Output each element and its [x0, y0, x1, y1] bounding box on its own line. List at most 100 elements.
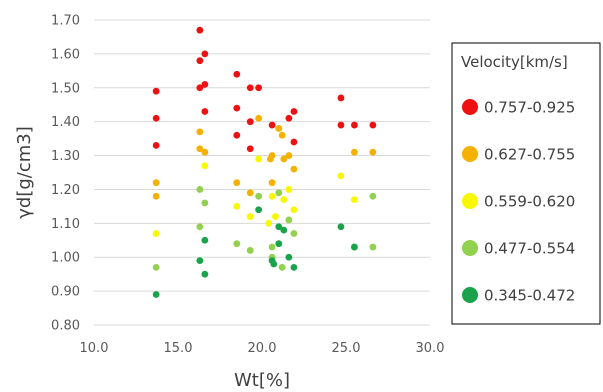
data-point [233, 179, 241, 187]
data-point [246, 145, 254, 153]
data-point [280, 196, 288, 204]
legend-marker [462, 287, 478, 303]
y-tick-label: 1.00 [51, 251, 80, 266]
y-tick-label: 1.40 [51, 115, 80, 130]
legend-marker [462, 193, 478, 209]
data-point [285, 152, 293, 159]
data-point [201, 108, 209, 115]
data-point [337, 121, 345, 129]
data-point [201, 148, 209, 156]
data-point [290, 230, 298, 237]
data-point [268, 179, 276, 187]
data-point [196, 257, 204, 265]
data-point [246, 247, 254, 254]
y-tick-label: 1.60 [51, 47, 80, 62]
data-point [196, 186, 204, 193]
data-point [275, 240, 283, 248]
data-point [278, 263, 286, 271]
data-point [351, 148, 358, 156]
y-tick-label: 1.30 [51, 149, 80, 164]
data-point [265, 219, 273, 227]
data-point [201, 199, 209, 207]
data-point [275, 223, 283, 231]
data-point [351, 196, 358, 204]
data-point [196, 26, 204, 34]
data-point [246, 118, 254, 126]
grid-lines [94, 19, 430, 292]
data-point [290, 138, 298, 146]
data-point [233, 104, 241, 112]
data-point [280, 155, 288, 163]
data-point [268, 192, 276, 200]
legend-label: 0.627-0.755 [484, 146, 575, 164]
legend-label: 0.477-0.554 [484, 240, 575, 258]
data-point [337, 94, 345, 102]
data-point [152, 291, 160, 298]
data-point [201, 50, 209, 58]
data-point [196, 145, 204, 153]
data-point [290, 206, 298, 214]
legend-label: 0.559-0.620 [484, 193, 575, 211]
x-tick-labels: 10.0 15.0 20.0 25.0 30.0 [80, 341, 445, 356]
data-point [152, 141, 160, 149]
data-point [272, 213, 279, 220]
data-point [268, 243, 276, 251]
data-point [196, 223, 204, 231]
legend: Velocity[km/s] 0.757-0.925 0.627-0.755 0.5… [451, 42, 601, 325]
data-point [255, 84, 263, 92]
data-point [246, 213, 254, 220]
data-point [285, 186, 293, 193]
data-point [268, 152, 276, 159]
data-point [369, 148, 377, 156]
data-point [233, 202, 241, 210]
data-point [275, 125, 283, 132]
legend-marker [462, 146, 478, 162]
legend-items: 0.757-0.925 0.627-0.755 0.559-0.620 0.477-0… [462, 99, 575, 305]
data-point [270, 260, 278, 268]
y-tick-label: 1.20 [51, 183, 80, 198]
data-point [196, 128, 204, 136]
data-point [152, 87, 160, 95]
data-point [351, 121, 358, 129]
data-point [278, 131, 286, 139]
legend-label: 0.757-0.925 [484, 99, 575, 117]
legend-label: 0.345-0.472 [484, 287, 575, 305]
x-axis-title: Wt[%] [234, 370, 290, 391]
data-point [196, 57, 204, 65]
y-tick-label: 1.50 [51, 81, 80, 96]
data-point [255, 114, 263, 122]
data-point [201, 80, 209, 88]
y-tick-labels: 0.80 0.90 1.00 1.10 1.20 1.30 1.40 1.50 1.60 1.70 [51, 14, 80, 334]
data-point [275, 189, 283, 197]
data-point [246, 84, 254, 92]
x-tick-label: 10.0 [80, 341, 109, 356]
data-point [285, 253, 293, 261]
data-point [233, 240, 241, 248]
data-point [233, 70, 241, 78]
data-point [369, 192, 377, 200]
data-point [152, 230, 160, 237]
legend-box [451, 42, 601, 325]
data-point [255, 206, 263, 214]
data-point [280, 226, 288, 234]
y-tick-label: 0.90 [51, 285, 80, 300]
data-point [351, 243, 358, 251]
x-tick-label: 15.0 [164, 341, 193, 356]
y-tick-label: 1.10 [51, 217, 80, 232]
legend-marker [462, 99, 478, 115]
y-tick-label: 1.70 [51, 14, 80, 29]
data-point [233, 131, 241, 139]
data-point [152, 179, 160, 187]
legend-title: Velocity[km/s] [461, 53, 568, 71]
data-point [201, 162, 209, 170]
legend-marker [462, 240, 478, 256]
data-point [290, 108, 298, 115]
data-point [369, 121, 377, 129]
data-point [255, 155, 263, 163]
data-point [290, 165, 298, 173]
data-point [196, 84, 204, 92]
data-point [268, 121, 276, 129]
y-tick-label: 0.80 [51, 319, 80, 334]
data-point [290, 263, 298, 271]
